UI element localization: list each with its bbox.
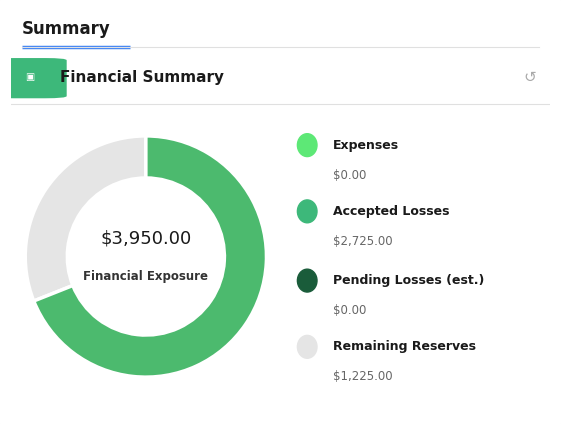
Text: $0.00: $0.00 <box>333 304 366 317</box>
Text: $1,225.00: $1,225.00 <box>333 371 393 383</box>
Text: $2,725.00: $2,725.00 <box>333 235 393 248</box>
Text: ▣: ▣ <box>25 73 34 82</box>
Circle shape <box>297 335 317 358</box>
Circle shape <box>297 134 317 156</box>
FancyBboxPatch shape <box>0 58 67 98</box>
Circle shape <box>297 200 317 223</box>
Text: ↺: ↺ <box>523 70 536 85</box>
Wedge shape <box>25 136 146 301</box>
Circle shape <box>297 269 317 292</box>
Text: Remaining Reserves: Remaining Reserves <box>333 340 476 353</box>
Text: Accepted Losses: Accepted Losses <box>333 205 449 218</box>
Text: Pending Losses (est.): Pending Losses (est.) <box>333 274 484 287</box>
Text: Financial Summary: Financial Summary <box>59 70 224 85</box>
Text: $3,950.00: $3,950.00 <box>100 229 191 247</box>
Text: Financial Exposure: Financial Exposure <box>84 270 208 283</box>
Text: $0.00: $0.00 <box>333 169 366 182</box>
Text: Expenses: Expenses <box>333 139 399 152</box>
Wedge shape <box>34 136 266 377</box>
Text: Summary: Summary <box>22 20 111 38</box>
